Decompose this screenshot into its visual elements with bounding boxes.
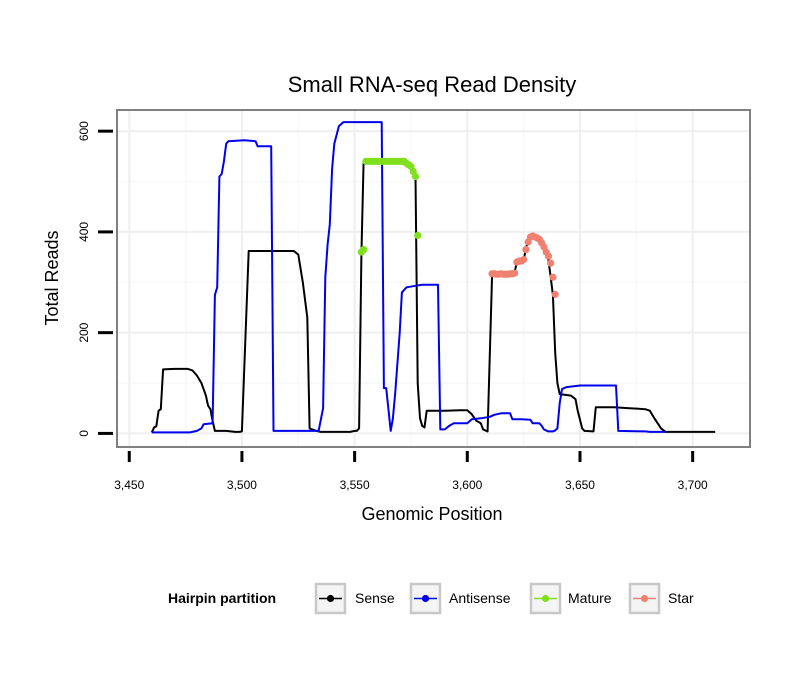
legend-key-point-star: [640, 594, 649, 603]
x-tick-label: 3,450: [114, 478, 144, 492]
legend-label-antisense: Antisense: [449, 590, 511, 606]
series-line-sense: [150, 160, 716, 433]
x-axis-label: Genomic Position: [361, 504, 502, 524]
series-line-antisense: [151, 121, 666, 434]
data-point-star: [520, 256, 528, 264]
legend-item-sense: Sense: [314, 582, 395, 615]
x-tick-label: 3,500: [227, 478, 257, 492]
x-tick-label: 3,550: [340, 478, 370, 492]
x-tick-label: 3,600: [452, 478, 482, 492]
chart-title: Small RNA-seq Read Density: [288, 72, 577, 97]
axes: 3,450 3,500 3,550 3,600 3,650 3,700 0 200 400 600: [77, 121, 708, 492]
legend-label-sense: Sense: [355, 590, 395, 606]
x-tick-label: 3,650: [565, 478, 595, 492]
data-point-star: [522, 245, 530, 254]
legend: Hairpin partition Sense Antisense Mature St…: [168, 582, 694, 615]
data-point-mature: [411, 172, 420, 181]
legend-item-star: Star: [628, 582, 694, 615]
legend-item-mature: Mature: [529, 582, 612, 615]
legend-title: Hairpin partition: [168, 590, 276, 606]
data-point-star: [511, 269, 519, 277]
data-point-star: [544, 252, 553, 260]
legend-key-point-mature: [541, 594, 550, 603]
x-tick-label: 3,700: [678, 478, 708, 492]
grid: [118, 111, 749, 446]
y-axis-label: Total Reads: [42, 230, 62, 325]
legend-key-point-antisense: [421, 594, 430, 603]
plot-panel: [116, 109, 751, 448]
y-tick-label: 0: [77, 430, 91, 437]
data-point-star: [547, 259, 555, 267]
data-point-mature: [414, 231, 422, 240]
legend-key-point-sense: [326, 594, 335, 603]
data-point-mature: [360, 245, 368, 254]
legend-label-star: Star: [668, 590, 694, 606]
data-point-star: [549, 273, 557, 281]
y-tick-label: 400: [77, 222, 91, 242]
y-tick-label: 200: [77, 322, 91, 342]
data-point-star: [551, 290, 559, 298]
legend-label-mature: Mature: [568, 590, 612, 606]
y-tick-label: 600: [77, 121, 91, 141]
plot-series: [150, 121, 716, 434]
legend-item-antisense: Antisense: [409, 582, 511, 615]
